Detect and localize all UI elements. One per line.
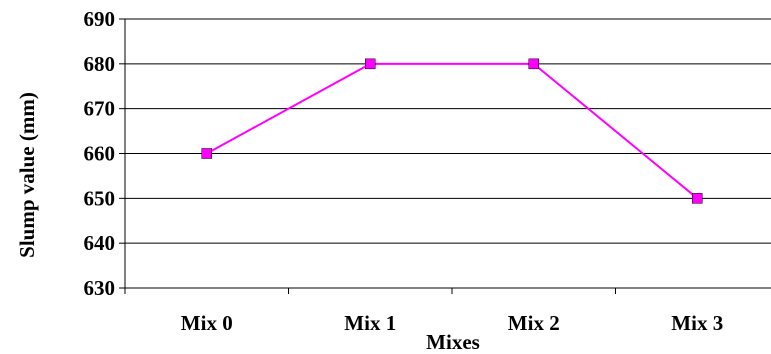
x-category-label: Mix 1 [344,311,396,335]
y-tick-labels: 630 640 650 660 670 680 690 [84,7,116,300]
y-tick-label: 690 [84,7,116,31]
data-point-marker [201,148,212,159]
x-category-label: Mix 2 [508,311,560,335]
x-category-label: Mix 0 [181,311,233,335]
series-line [206,62,698,200]
y-axis-title: Slump value (mm) [15,92,39,258]
data-point-marker [692,193,703,204]
x-category-label: Mix 3 [671,311,723,335]
series-markers [201,58,703,204]
data-point-marker [365,58,376,70]
series-line-path [206,62,698,200]
y-tick-label: 670 [84,97,116,121]
x-category-labels: Mix 0 Mix 1 Mix 2 Mix 3 [181,311,723,335]
y-tick-label: 640 [84,231,116,255]
y-tick-label: 650 [84,186,116,210]
y-tick-label: 660 [84,142,116,166]
x-axis-title: Mixes [426,330,480,354]
y-tick-label: 630 [84,276,116,300]
y-tick-label: 680 [84,52,116,76]
data-point-marker [528,58,539,70]
axes [119,18,771,294]
gridlines [125,18,771,244]
